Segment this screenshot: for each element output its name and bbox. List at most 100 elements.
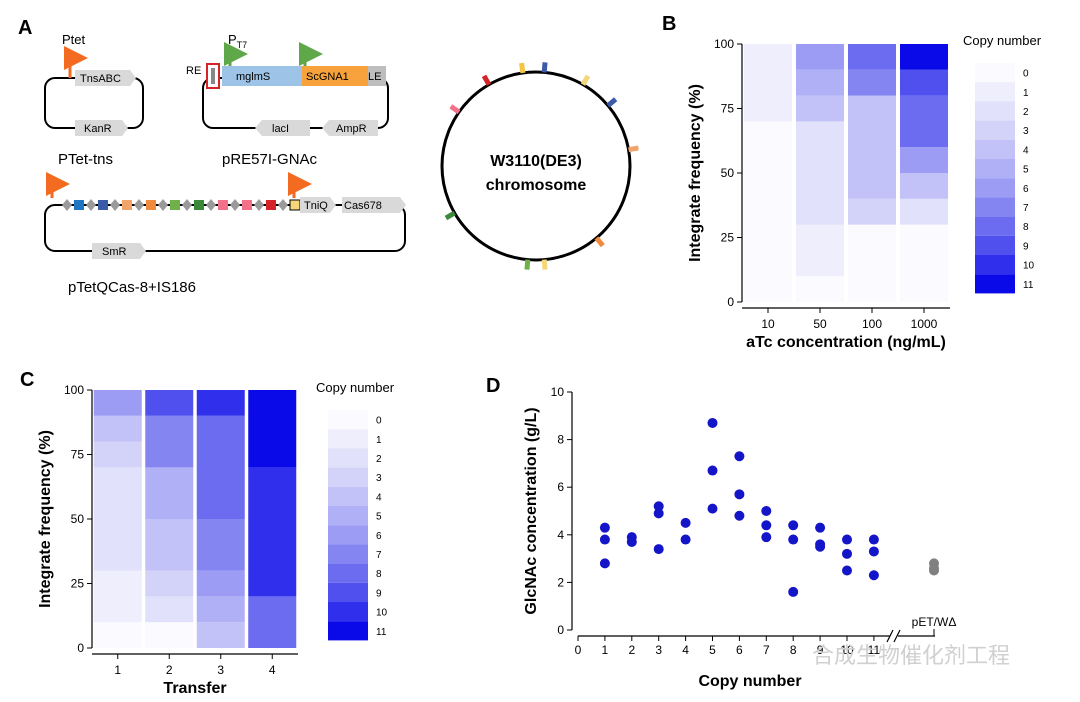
stacked-bar-segment [248, 390, 297, 468]
gene-ampr: AmpR [336, 123, 367, 135]
watermark-text: 合成生物催化剂工程 [812, 644, 1010, 669]
gene-mglms: mglmS [236, 71, 270, 83]
spacer-square [242, 200, 252, 210]
legend-swatch [328, 582, 368, 602]
plasmid-ptetqcas: TniQ Cas678 SmR pTetQCas-8+IS186 [44, 172, 406, 296]
legend-label: 1 [1023, 88, 1029, 99]
repeat-diamond [182, 199, 192, 211]
stacked-bar-segment [848, 95, 896, 199]
y-tick-label: 0 [727, 295, 734, 309]
stacked-bar-segment [900, 69, 948, 96]
panel-letter-d: D [486, 375, 500, 397]
legend-label: 0 [376, 416, 382, 427]
scatter-point [707, 417, 718, 428]
spacer-square [74, 200, 84, 210]
legend-swatch [328, 429, 368, 449]
scatter-point [868, 570, 879, 581]
legend-swatch [975, 197, 1015, 217]
legend-swatch [975, 178, 1015, 198]
spacer-square [122, 200, 132, 210]
legend-swatch [975, 159, 1015, 179]
gene-kanr: KanR [84, 123, 112, 135]
stacked-bar-segment [900, 173, 948, 199]
stacked-bar-segment [93, 390, 142, 416]
y-tick-label: 50 [721, 166, 735, 180]
stacked-bar-segment [900, 95, 948, 148]
integration-site-mark [628, 145, 639, 153]
stacked-bar-segment [796, 69, 844, 96]
x-tick-label: 8 [790, 643, 797, 657]
plasmid-ptet-tns: Ptet TnsABC KanR PTet-tns [44, 32, 144, 168]
stacked-bar-segment [93, 622, 142, 648]
stacked-bar-segment [744, 44, 792, 122]
stacked-bar-segment [248, 467, 297, 597]
promoter-ptet-label: Ptet [62, 32, 86, 47]
plasmid2-name: pRE57I-GNAc [222, 151, 318, 168]
legend-label: 6 [376, 531, 382, 542]
x-tick-label: 50 [813, 317, 827, 331]
y-tick-label: 6 [557, 480, 564, 494]
stacked-bar-segment [848, 224, 896, 302]
x-tick-label: 11 [868, 643, 881, 657]
stacked-bar-segment [145, 519, 194, 571]
re-label: RE [186, 65, 201, 77]
x-tick-label: 1 [114, 663, 121, 677]
x-tick-label-extra: pET/WΔ [912, 615, 957, 629]
spacer-square [218, 200, 228, 210]
panel-letter-a: A [18, 17, 32, 39]
stacked-bar-segment [196, 519, 245, 571]
x-axis-title: Transfer [163, 680, 226, 697]
repeat-diamond [62, 199, 72, 211]
scatter-point [761, 532, 772, 543]
legend-swatch [975, 216, 1015, 236]
legend-label: 6 [1023, 184, 1029, 195]
legend-swatch [328, 563, 368, 583]
stacked-bar-segment [196, 622, 245, 648]
promoter-pt7-label: PT7 [228, 32, 247, 50]
legend-label: 11 [376, 627, 387, 638]
legend-swatch [975, 235, 1015, 255]
legend-swatch [328, 621, 368, 641]
scatter-point [868, 546, 879, 557]
scatter-point [842, 565, 852, 576]
legend-swatch [328, 448, 368, 468]
x-tick-label: 10 [761, 317, 775, 331]
stacked-bar-segment [900, 224, 948, 302]
x-axis-title: Copy number [698, 673, 801, 690]
x-tick-label: 3 [217, 663, 224, 677]
legend-label: 8 [376, 569, 382, 580]
scatter-point [815, 541, 826, 552]
y-tick-label: 100 [64, 383, 84, 397]
stacked-bar-segment [145, 622, 194, 648]
legend-swatch [328, 525, 368, 545]
repeat-diamond [110, 199, 120, 211]
stacked-bar-segment [848, 69, 896, 96]
repeat-diamond [158, 199, 168, 211]
scatter-point [734, 451, 745, 462]
y-tick-label: 75 [721, 102, 735, 116]
legend-swatch [975, 274, 1015, 294]
stacked-bar-segment [796, 121, 844, 225]
integration-site-mark [541, 259, 548, 270]
y-axis-title: GlcNAc concentration (g/L) [523, 407, 540, 614]
scatter-point [788, 534, 799, 545]
legend-swatch [328, 467, 368, 487]
stacked-bar-segment [900, 44, 948, 70]
repeat-diamond [134, 199, 144, 211]
chromosome-label-line2: chromosome [486, 177, 587, 194]
scatter-point [761, 506, 772, 516]
legend-swatch [975, 82, 1015, 102]
x-tick-label: 0 [575, 643, 582, 657]
stacked-bar-segment [196, 415, 245, 519]
panel-letter-b: B [662, 13, 676, 35]
y-tick-label: 25 [71, 577, 85, 591]
legend-title: Copy number [963, 33, 1042, 48]
scatter-point [788, 586, 799, 597]
gene-tnsabc: TnsABC [80, 73, 121, 85]
scatter-point [842, 534, 852, 545]
y-tick-label: 2 [557, 575, 564, 589]
legend-swatch [975, 139, 1015, 159]
legend-label: 4 [376, 492, 382, 503]
